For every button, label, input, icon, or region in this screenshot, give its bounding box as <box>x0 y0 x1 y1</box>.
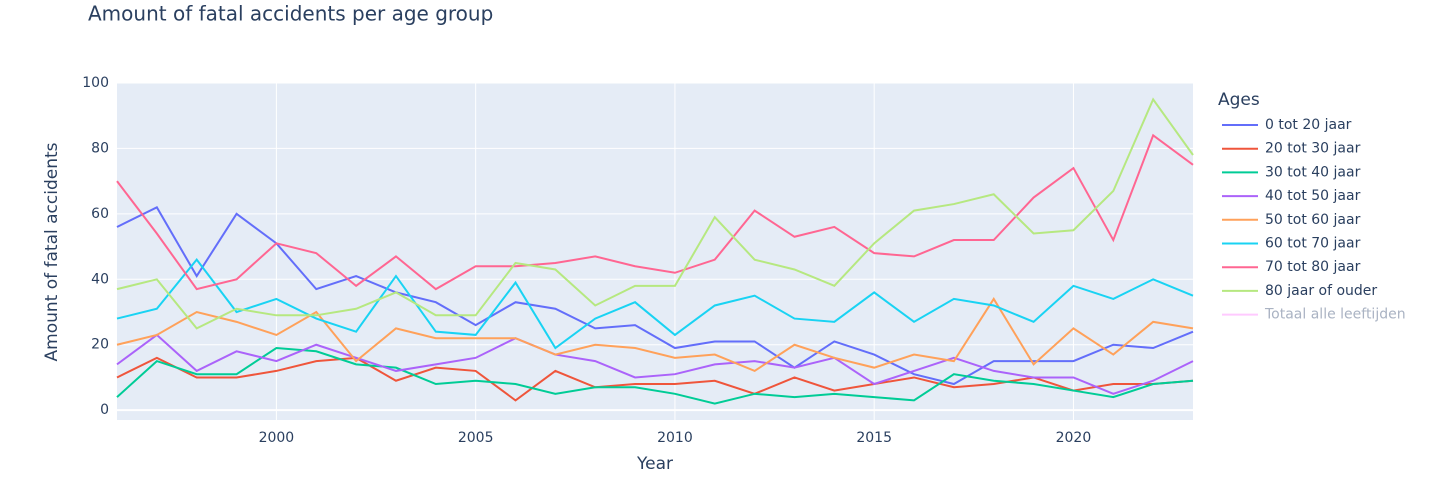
legend-label[interactable]: 50 tot 60 jaar <box>1265 212 1361 228</box>
series-line <box>116 133 1194 291</box>
series-line <box>116 97 1194 330</box>
legend-label[interactable]: 60 tot 70 jaar <box>1265 236 1361 252</box>
x-tick-label: 2000 <box>259 430 295 446</box>
y-tick-label: 80 <box>91 140 109 156</box>
series-line <box>116 206 1194 386</box>
y-tick-label: 0 <box>100 402 109 418</box>
series-line <box>116 258 1194 350</box>
x-axis-title: Year <box>636 454 673 474</box>
y-tick-label: 40 <box>91 271 109 287</box>
x-tick-label: 2020 <box>1056 430 1092 446</box>
legend-label[interactable]: 20 tot 30 jaar <box>1265 141 1361 157</box>
series-line <box>116 333 1194 395</box>
y-tick-label: 60 <box>91 206 109 222</box>
legend-label[interactable]: 0 tot 20 jaar <box>1265 117 1352 133</box>
x-tick-label: 2015 <box>856 430 892 446</box>
y-tick-label: 20 <box>91 337 109 353</box>
legend-label[interactable]: 40 tot 50 jaar <box>1265 188 1361 204</box>
x-tick-label: 2005 <box>458 430 494 446</box>
plot-background <box>117 83 1193 420</box>
series-line <box>116 297 1194 373</box>
y-axis-title: Amount of fatal accidents <box>42 142 62 361</box>
legend-label[interactable]: Totaal alle leeftijden <box>1264 307 1406 323</box>
chart-title: Amount of fatal accidents per age group <box>88 2 493 26</box>
y-tick-label: 100 <box>82 75 109 91</box>
legend-label[interactable]: 80 jaar of ouder <box>1265 283 1377 299</box>
x-tick-label: 2010 <box>657 430 693 446</box>
legend-label[interactable]: 30 tot 40 jaar <box>1265 164 1361 180</box>
series-line <box>116 346 1194 405</box>
legend-label[interactable]: 70 tot 80 jaar <box>1265 259 1361 275</box>
legend-title: Ages <box>1218 90 1260 110</box>
series-line <box>116 356 1194 402</box>
